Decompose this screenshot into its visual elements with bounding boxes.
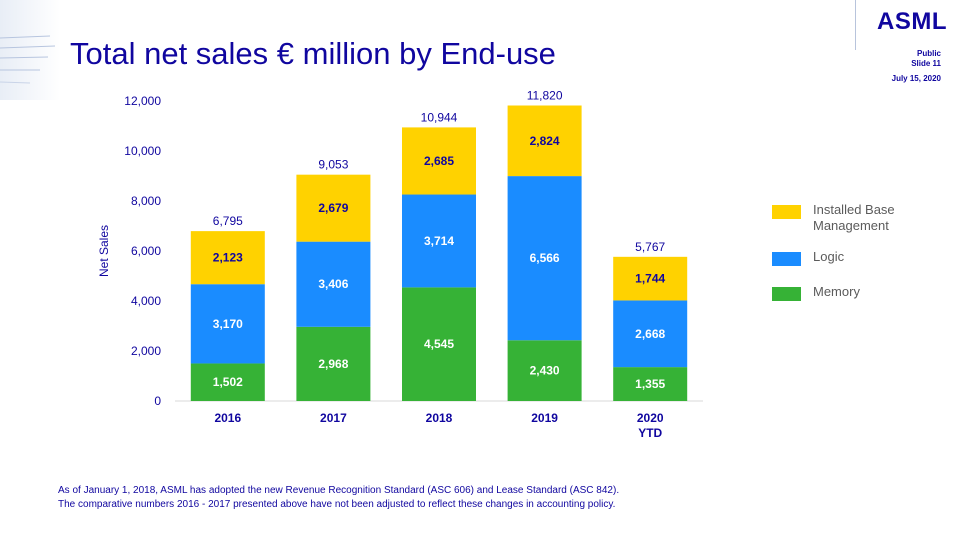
y-tick-label: 0 — [154, 394, 161, 408]
bar-segment-installed-base — [613, 256, 688, 301]
y-tick-label: 12,000 — [124, 94, 161, 108]
x-tick-label: 2019 — [531, 411, 558, 425]
x-tick-label: 2018 — [426, 411, 453, 425]
data-label-memory: 1,502 — [213, 375, 243, 389]
bar-segment-logic — [613, 300, 688, 368]
data-label-installed-base: 2,685 — [424, 154, 454, 168]
total-label: 9,053 — [318, 158, 348, 172]
x-tick-label: YTD — [638, 426, 662, 440]
data-label-installed-base: 1,744 — [635, 272, 665, 286]
data-label-logic: 3,714 — [424, 234, 454, 248]
bar-segment-memory — [613, 367, 688, 401]
data-label-installed-base: 2,679 — [318, 201, 348, 215]
x-tick-label: 2020 — [637, 411, 664, 425]
data-label-logic: 3,406 — [318, 277, 348, 291]
bar-segment-logic — [402, 194, 476, 288]
data-label-logic: 2,668 — [635, 327, 665, 341]
legend-label-logic: Logic — [813, 249, 845, 264]
bar-segment-installed-base — [190, 231, 265, 285]
data-label-memory: 2,430 — [530, 364, 560, 378]
x-tick-label: 2016 — [214, 411, 241, 425]
slide-number: Slide 11 — [911, 59, 941, 68]
y-tick-label: 6,000 — [131, 244, 161, 258]
legend-item-installed-base: Installed Base Management — [772, 200, 952, 234]
bar-segment-installed-base — [507, 105, 582, 177]
x-tick-label: 2017 — [320, 411, 347, 425]
legend-item-logic: Logic — [772, 247, 952, 281]
data-label-memory: 2,968 — [318, 357, 348, 371]
bar-segment-memory — [296, 326, 371, 401]
footnote-line-2: The comparative numbers 2016 - 2017 pres… — [58, 499, 616, 510]
footnote-line-1: As of January 1, 2018, ASML has adopted … — [58, 485, 620, 496]
bar-segment-logic — [507, 176, 582, 341]
y-tick-label: 8,000 — [131, 194, 161, 208]
data-label-logic: 6,566 — [530, 251, 560, 265]
bar-segment-installed-base — [402, 127, 476, 195]
bar-segment-logic — [190, 284, 265, 364]
data-label-installed-base: 2,824 — [530, 134, 560, 148]
classification-label: Public — [916, 49, 941, 58]
y-tick-label: 4,000 — [131, 294, 161, 308]
bar-segment-logic — [296, 241, 371, 327]
data-label-memory: 1,355 — [635, 377, 665, 391]
logo-divider — [855, 0, 856, 50]
slide-date: July 15, 2020 — [891, 74, 941, 83]
legend-swatch-memory — [772, 287, 801, 301]
bar-segment-memory — [507, 340, 582, 401]
footnote: As of January 1, 2018, ASML has adopted … — [58, 484, 619, 512]
asml-logo: ASML — [877, 8, 947, 35]
y-axis-label: Net Sales — [97, 225, 111, 277]
total-label: 11,820 — [527, 89, 563, 103]
legend-swatch-installed-base — [772, 205, 801, 219]
data-label-memory: 4,545 — [424, 337, 454, 351]
total-label: 5,767 — [635, 240, 665, 254]
data-label-logic: 3,170 — [213, 317, 243, 331]
legend-label-installed-base: Installed Base Management — [813, 202, 895, 233]
bar-segment-memory — [402, 287, 476, 401]
legend-item-memory: Memory — [772, 282, 952, 316]
data-label-installed-base: 2,123 — [213, 251, 243, 265]
total-label: 10,944 — [421, 110, 458, 124]
legend-swatch-logic — [772, 252, 801, 266]
total-label: 6,795 — [213, 214, 243, 228]
y-tick-label: 2,000 — [131, 344, 161, 358]
decorative-lines-graphic — [0, 0, 60, 100]
y-tick-label: 10,000 — [124, 144, 161, 158]
legend-label-memory: Memory — [813, 284, 860, 299]
bar-segment-memory — [190, 363, 265, 401]
bar-segment-installed-base — [296, 174, 371, 242]
page-title: Total net sales € million by End-use — [70, 36, 556, 71]
